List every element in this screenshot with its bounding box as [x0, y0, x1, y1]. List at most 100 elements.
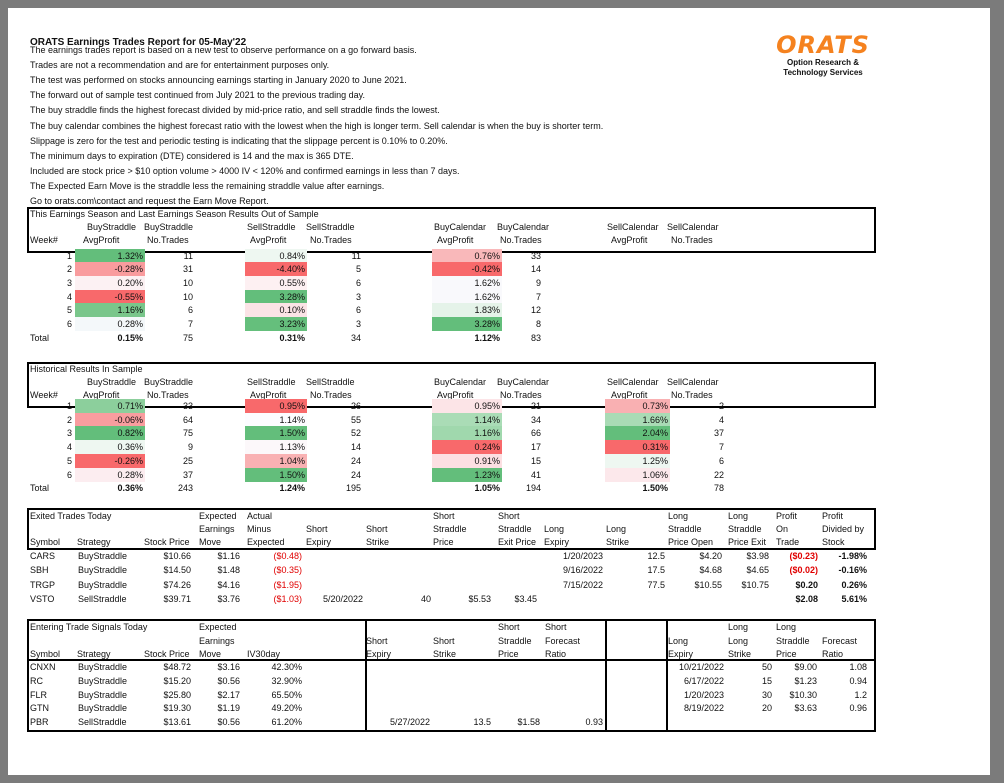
- table-cell: ($1.95): [273, 579, 302, 590]
- table-cell: $14.50: [163, 565, 191, 576]
- table-cell: -4.40%: [245, 262, 307, 277]
- table-cell: 50: [761, 662, 772, 672]
- column-header: AvgProfit: [611, 235, 648, 245]
- table-cell: 0.24%: [432, 440, 502, 455]
- table-cell: 0.26%: [841, 579, 867, 590]
- table-cell: 1.50%: [245, 467, 307, 482]
- column-header: Short: [433, 511, 455, 521]
- table-cell: $1.16: [217, 551, 240, 561]
- week-number: 2: [66, 264, 72, 275]
- column-header: Short: [306, 524, 328, 534]
- column-header: AvgProfit: [250, 235, 287, 245]
- column-header: Straddle: [668, 524, 702, 534]
- table-cell: 15: [530, 455, 541, 466]
- table-cell: 0.28%: [75, 467, 145, 482]
- report-title: ORATS Earnings Trades Report for 05-May'…: [30, 37, 247, 48]
- table-cell: 10: [182, 277, 193, 288]
- column-header: SellStraddle: [247, 377, 296, 387]
- table-cell: 5.61%: [841, 593, 867, 604]
- column-header: Short: [366, 635, 388, 646]
- column-header: Strike: [606, 537, 630, 547]
- column-header: Divided by: [822, 524, 865, 534]
- week-number: 3: [66, 277, 72, 288]
- column-header: Long: [544, 524, 565, 534]
- column-header: Strike: [433, 649, 457, 659]
- table-cell: 0.76%: [432, 248, 502, 263]
- table-cell: 5/27/2022: [389, 717, 430, 728]
- column-header: Expiry: [668, 649, 694, 659]
- table-cell: 0.93: [585, 717, 603, 728]
- table-cell: 3: [355, 319, 361, 329]
- table-cell: 1.83%: [432, 303, 502, 318]
- table-cell: -0.28%: [75, 262, 145, 277]
- table-cell: 6: [718, 455, 724, 466]
- column-header: No.Trades: [500, 390, 542, 400]
- table-cell: 6: [355, 277, 361, 288]
- column-header: No.Trades: [147, 390, 189, 400]
- table-cell: [670, 303, 726, 317]
- table-cell: 8: [535, 319, 541, 329]
- table-cell: 7: [187, 319, 193, 329]
- table-cell: 24: [350, 469, 361, 480]
- column-header: Stock Price: [144, 649, 190, 659]
- table-cell: 0.20%: [75, 275, 145, 290]
- table-cell: [605, 249, 670, 263]
- table-cell: $3.98: [746, 551, 769, 561]
- table-cell: 77.5: [647, 579, 665, 590]
- intro-line: Included are stock price > $10 option vo…: [30, 165, 460, 176]
- column-header: Forecast: [545, 635, 581, 646]
- column-header: AvgProfit: [611, 390, 648, 400]
- table-cell: 3: [355, 291, 361, 302]
- table-cell: 75: [182, 428, 193, 439]
- table-cell: 2: [718, 401, 724, 411]
- column-header: Earnings: [199, 524, 235, 534]
- table-cell: 0.10%: [245, 303, 307, 318]
- column-header: Symbol: [30, 537, 61, 547]
- table-cell: 37: [182, 469, 193, 480]
- table-cell: $5.53: [468, 593, 491, 604]
- table-cell: 9: [535, 277, 541, 288]
- table-cell: BuyStraddle: [78, 579, 128, 590]
- table-cell: [670, 276, 726, 290]
- table-cell: [605, 276, 670, 290]
- table-cell: [605, 262, 670, 276]
- table-cell: 0.84%: [245, 248, 307, 263]
- column-header: BuyStraddle: [87, 377, 137, 387]
- table-cell: 41: [530, 469, 541, 480]
- entering-divider: [365, 619, 367, 732]
- intro-line: The test was performed on stocks announc…: [30, 75, 407, 86]
- column-header: AvgProfit: [83, 235, 120, 245]
- logo-mark: ORATS: [776, 31, 870, 59]
- column-header: Ratio: [822, 649, 844, 659]
- entering-title: Entering Trade Signals Today: [30, 622, 148, 632]
- column-header: SellCalendar: [667, 377, 719, 387]
- table-cell: $74.26: [163, 579, 191, 590]
- table-cell: 22: [713, 469, 724, 480]
- table-cell: 0.31%: [605, 440, 670, 455]
- table-cell: $10.30: [789, 689, 817, 700]
- table-cell: 21: [530, 401, 541, 411]
- table-cell: 1.06%: [605, 467, 670, 482]
- exited-header-box: [27, 508, 876, 550]
- column-header: Long: [728, 622, 749, 632]
- table-cell: 0.95%: [245, 399, 307, 413]
- total-cell: 1.12%: [474, 332, 500, 343]
- table-cell: -0.26%: [75, 453, 145, 468]
- total-cell: 0.15%: [117, 332, 143, 343]
- table-cell: VSTO: [30, 593, 55, 604]
- table-cell: 20: [761, 703, 772, 714]
- table-cell: CNXN: [30, 662, 56, 672]
- table-cell: BuyStraddle: [78, 675, 128, 686]
- column-header: Long: [728, 635, 749, 646]
- table-cell: 1.23%: [432, 467, 502, 482]
- table-cell: 0.55%: [245, 275, 307, 290]
- intro-line: Trades are not a recommendation and are …: [30, 60, 330, 71]
- column-header: No.Trades: [310, 390, 352, 400]
- table-cell: ($0.23): [789, 551, 818, 561]
- table-cell: 37: [713, 428, 724, 439]
- table-cell: 24: [350, 455, 361, 466]
- total-cell: 1.50%: [642, 483, 668, 494]
- table-cell: $0.56: [217, 675, 240, 686]
- table-cell: BuyStraddle: [78, 551, 128, 561]
- table-cell: $4.68: [699, 565, 722, 576]
